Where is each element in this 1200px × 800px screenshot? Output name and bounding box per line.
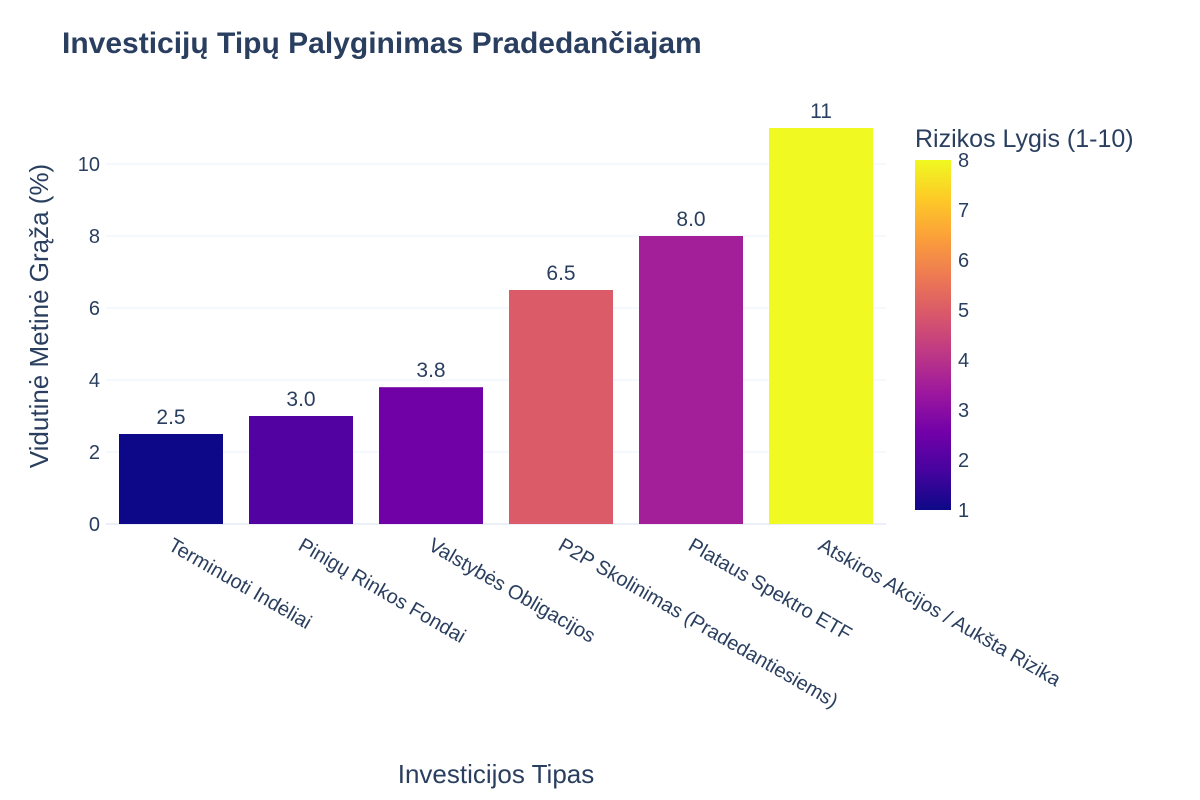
bar: [249, 416, 353, 524]
chart-title: Investicijų Tipų Palyginimas Pradedančia…: [62, 27, 702, 60]
grid-lines: [106, 163, 886, 525]
bar-value-label: 6.5: [546, 262, 575, 285]
y-tick-label: 6: [89, 298, 100, 320]
colorbar-gradient: [915, 160, 951, 510]
y-tick-label: 4: [89, 370, 100, 392]
bar-value-label: 3.8: [416, 359, 445, 382]
y-axis-title: Vidutinė Metinė Grąža (%): [24, 164, 54, 468]
y-tick-label: 10: [78, 154, 100, 176]
bar: [379, 387, 483, 524]
x-axis-title: Investicijos Tipas: [398, 759, 595, 789]
x-tick-label: Atskiros Akcijos / Aukšta Rizika: [815, 534, 1065, 691]
colorbar-tick-label: 3: [958, 400, 969, 422]
bar: [639, 236, 743, 524]
y-tick-label: 2: [89, 442, 100, 464]
bar: [509, 290, 613, 524]
colorbar-tick-label: 5: [958, 300, 969, 322]
bar: [769, 128, 873, 524]
y-tick-label: 0: [89, 514, 100, 536]
data-labels: 2.5 3.0 3.8 6.5 8.0 11: [156, 100, 832, 429]
bars: [119, 128, 873, 524]
colorbar: Rizikos Lygis (1-10) 1 2 3 4 5 6 7 8: [915, 125, 1134, 522]
colorbar-ticks: 1 2 3 4 5 6 7 8: [958, 150, 969, 522]
bar-value-label: 3.0: [286, 388, 315, 411]
colorbar-title: Rizikos Lygis (1-10): [915, 125, 1134, 153]
y-tick-label: 8: [89, 226, 100, 248]
y-axis-ticks: 0 2 4 6 8 10: [78, 154, 100, 536]
colorbar-tick-label: 7: [958, 200, 969, 222]
colorbar-tick-label: 2: [958, 450, 969, 472]
colorbar-tick-label: 1: [958, 500, 969, 522]
bar: [119, 434, 223, 524]
bar-value-label: 2.5: [156, 406, 185, 429]
bar-value-label: 8.0: [676, 208, 705, 231]
x-tick-label: Terminuoti Indėliai: [165, 534, 316, 634]
colorbar-tick-label: 8: [958, 150, 969, 172]
bar-value-label: 11: [810, 100, 832, 123]
colorbar-tick-label: 6: [958, 250, 969, 272]
colorbar-tick-label: 4: [958, 350, 969, 372]
